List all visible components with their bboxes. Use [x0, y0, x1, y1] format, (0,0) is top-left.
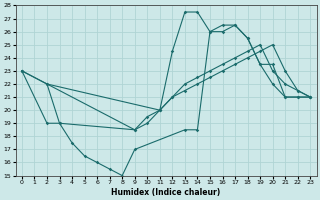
X-axis label: Humidex (Indice chaleur): Humidex (Indice chaleur) [111, 188, 221, 197]
